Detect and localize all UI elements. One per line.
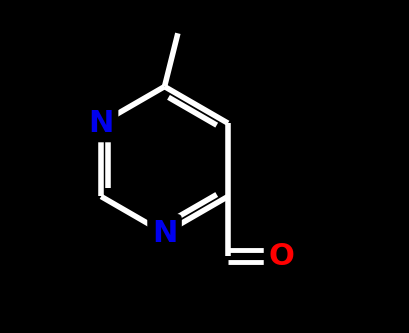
Text: N: N — [88, 109, 114, 138]
Text: N: N — [152, 218, 177, 248]
Text: O: O — [268, 242, 294, 271]
